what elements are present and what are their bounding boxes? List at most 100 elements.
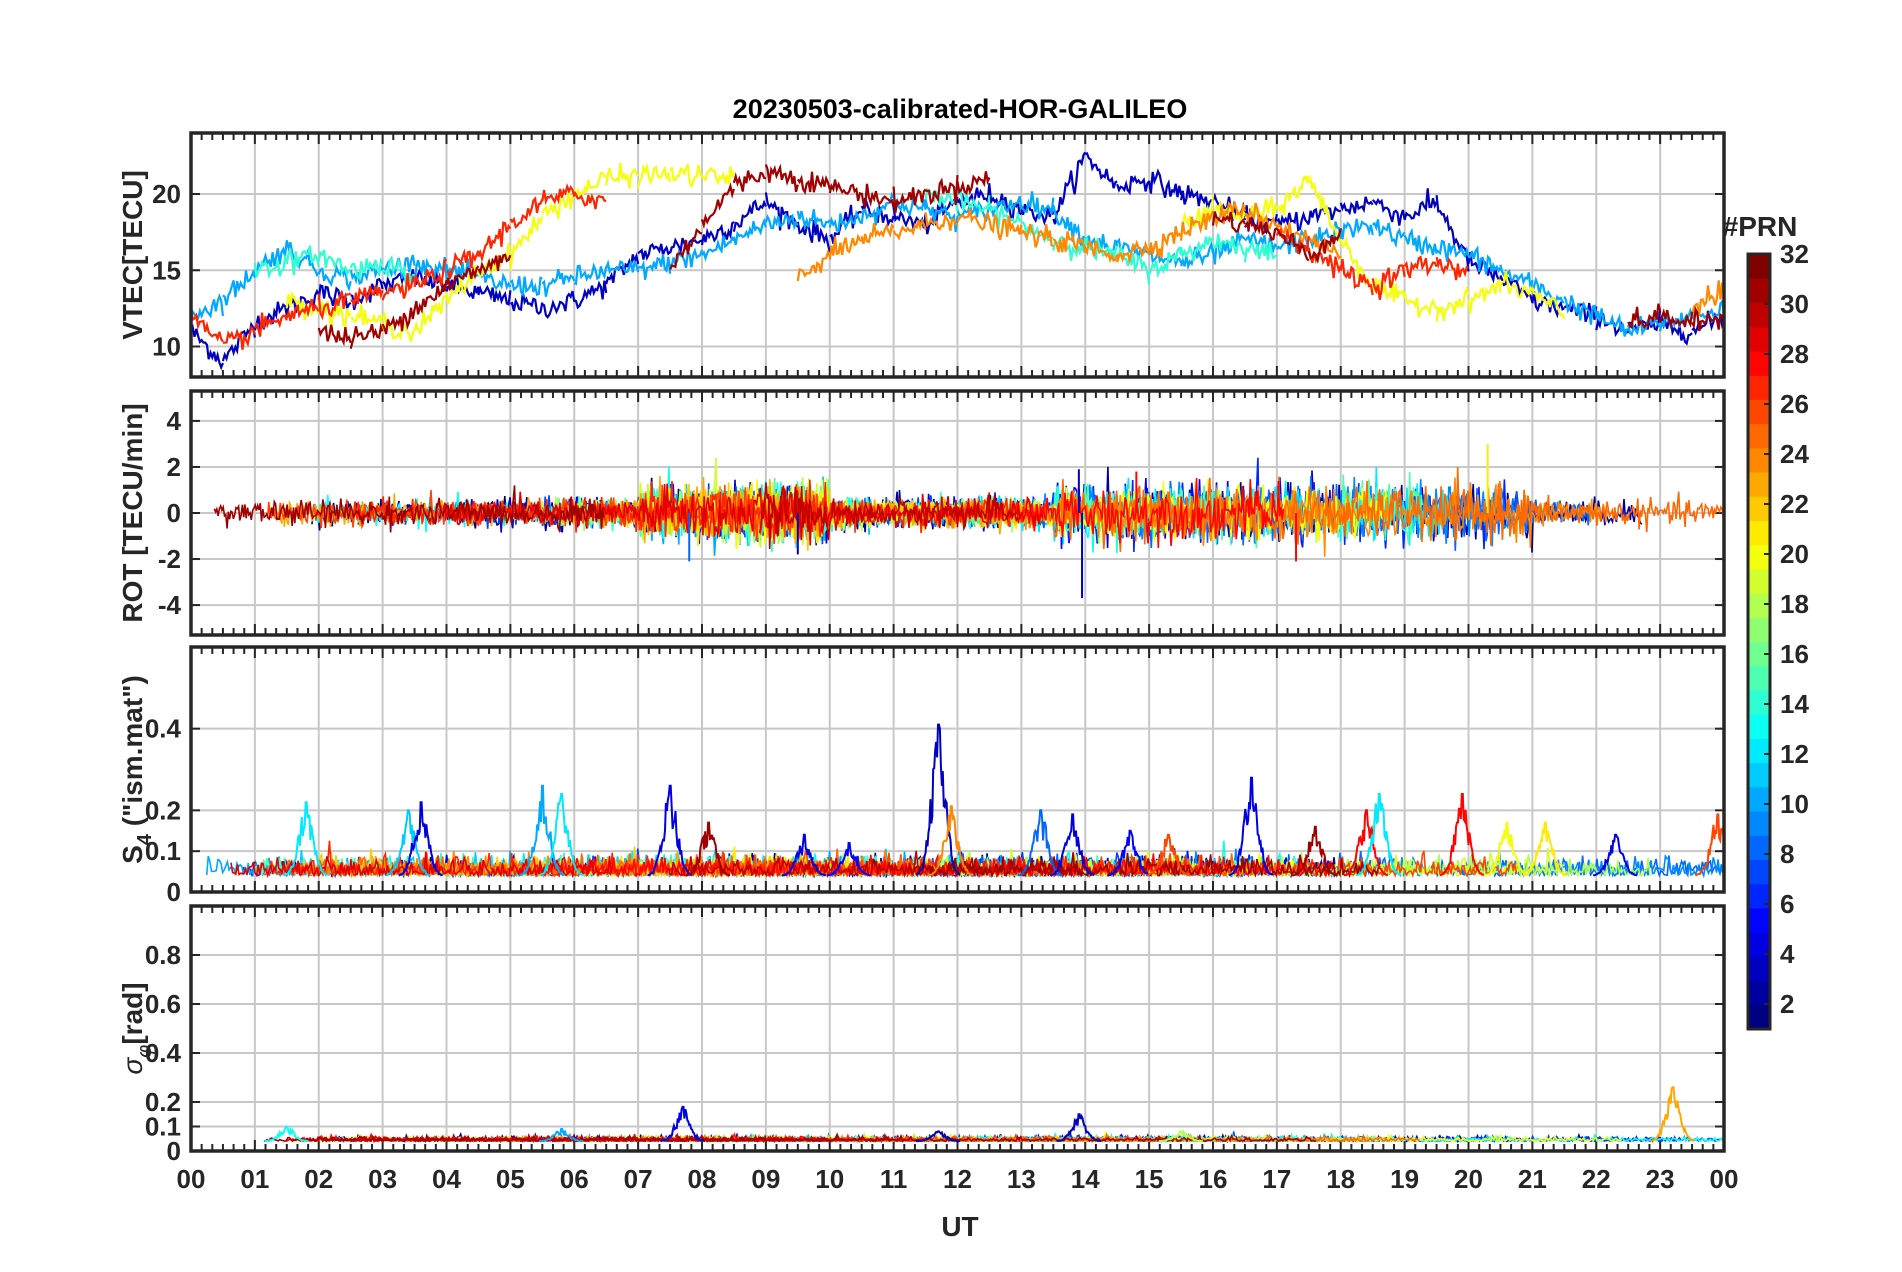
colorbar-tick-label: 20 [1780, 539, 1809, 569]
s4-burst [398, 801, 443, 877]
colorbar-band [1748, 447, 1770, 473]
colorbar-tick-label: 32 [1780, 239, 1809, 269]
colorbar-band [1748, 738, 1770, 764]
colorbar-band [1748, 593, 1770, 618]
colorbar-band [1748, 907, 1770, 933]
y-tick-label: -2 [158, 544, 181, 574]
y-tick-label: 0 [167, 1136, 181, 1166]
colorbar-band [1748, 399, 1770, 425]
s4-burst [781, 833, 827, 877]
sigma-burst [1650, 1086, 1695, 1142]
rot-series-prn-30 [758, 482, 1020, 550]
panel-frame [189, 904, 1726, 1153]
s4-burst [385, 809, 431, 877]
sigma-series-prn-31 [263, 1132, 1317, 1144]
colorbar-band [1748, 278, 1770, 304]
y-tick-label: 2 [167, 452, 181, 482]
x-tick-label: 08 [688, 1164, 717, 1194]
sigma-burst [539, 1128, 584, 1143]
colorbar-band [1748, 1004, 1770, 1030]
colorbar-tick-label: 28 [1780, 339, 1809, 369]
sigma-burst [660, 1105, 705, 1142]
panel-frame [189, 389, 1726, 637]
vtec-series-prn-27 [191, 183, 1469, 350]
y-tick-label: 0.1 [145, 1112, 181, 1142]
s4-burst [538, 793, 584, 877]
colorbar-band [1748, 254, 1770, 279]
colorbar-band [1748, 714, 1770, 739]
x-tick-label: 00 [1710, 1164, 1739, 1194]
colorbar-tick-label: 26 [1780, 389, 1809, 419]
series-group [205, 723, 1724, 879]
y-axis-label: S4 ("ism.mat") [117, 675, 156, 864]
s4-burst [1228, 776, 1274, 877]
colorbar-band [1748, 520, 1770, 546]
x-tick-label: 14 [1071, 1164, 1100, 1194]
y-tick-label: 15 [152, 255, 181, 285]
y-tick-label: 0.4 [145, 1038, 182, 1068]
colorbar-band [1748, 641, 1770, 667]
y-label-subscript: 4 [134, 833, 156, 845]
colorbar-band [1748, 980, 1770, 1006]
x-tick-label: 05 [496, 1164, 525, 1194]
chart-title: 20230503-calibrated-HOR-GALILEO [733, 94, 1188, 124]
colorbar-tick-label: 4 [1780, 939, 1795, 969]
x-tick-label: 06 [560, 1164, 589, 1194]
y-tick-label: 0.4 [145, 714, 182, 744]
colorbar-tick-label: 24 [1780, 439, 1809, 469]
colorbar-band [1748, 302, 1770, 328]
sigma-burst [916, 1130, 961, 1143]
x-tick-label: 23 [1646, 1164, 1675, 1194]
x-tick-label: 12 [943, 1164, 972, 1194]
rot-series-prn-25 [958, 467, 1724, 552]
colorbar-band [1748, 665, 1770, 691]
colorbar-band [1748, 786, 1770, 812]
colorbar-tick-label: 10 [1780, 789, 1809, 819]
colorbar-band [1748, 956, 1770, 982]
sigma-burst [264, 1125, 309, 1143]
s4-burst [928, 805, 974, 877]
rot-series-prn-24 [950, 476, 1611, 557]
x-tick-label: 11 [880, 1164, 908, 1194]
x-tick-label: 10 [815, 1164, 844, 1194]
colorbar-tick-label: 16 [1780, 639, 1809, 669]
s4-burst [1107, 829, 1153, 877]
y-tick-label: 0.1 [145, 836, 181, 866]
y-label-main: σ [117, 1057, 148, 1075]
colorbar-tick-label: 2 [1780, 989, 1794, 1019]
sigma-burst [1158, 1129, 1203, 1143]
colorbar-band [1748, 496, 1770, 522]
s4-burst [1017, 809, 1063, 877]
y-label-rest: [rad] [117, 982, 148, 1044]
x-tick-label: 16 [1199, 1164, 1228, 1194]
rot-series-prn-31 [213, 485, 605, 534]
colorbar-band [1748, 883, 1770, 909]
s4-burst [519, 784, 565, 877]
colorbar-tick-label: 12 [1780, 739, 1809, 769]
colorbar-band [1748, 568, 1770, 594]
vtec-series-prn-14 [253, 186, 1278, 288]
y-axis-label: ROT [TECU/min] [117, 403, 148, 622]
vtec-series-prn-24 [796, 199, 1724, 317]
colorbar-band [1748, 932, 1770, 957]
colorbar-band [1748, 423, 1770, 449]
y-tick-label: 0.2 [145, 1087, 181, 1117]
colorbar-tick-label: 30 [1780, 289, 1809, 319]
s4-burst [1592, 833, 1638, 877]
series-group [263, 1086, 1724, 1144]
s4-burst [1050, 813, 1095, 877]
colorbar-band [1748, 544, 1770, 570]
x-tick-label: 13 [1007, 1164, 1036, 1194]
colorbar-band [1748, 617, 1770, 643]
y-tick-label: 0 [167, 877, 181, 907]
x-tick-label: 01 [240, 1164, 269, 1194]
colorbar-band [1748, 859, 1770, 885]
x-tick-label: 02 [304, 1164, 333, 1194]
panel-frame [189, 645, 1726, 894]
x-tick-label: 00 [177, 1164, 206, 1194]
y-tick-label: -4 [158, 590, 182, 620]
s4-burst [647, 784, 693, 877]
